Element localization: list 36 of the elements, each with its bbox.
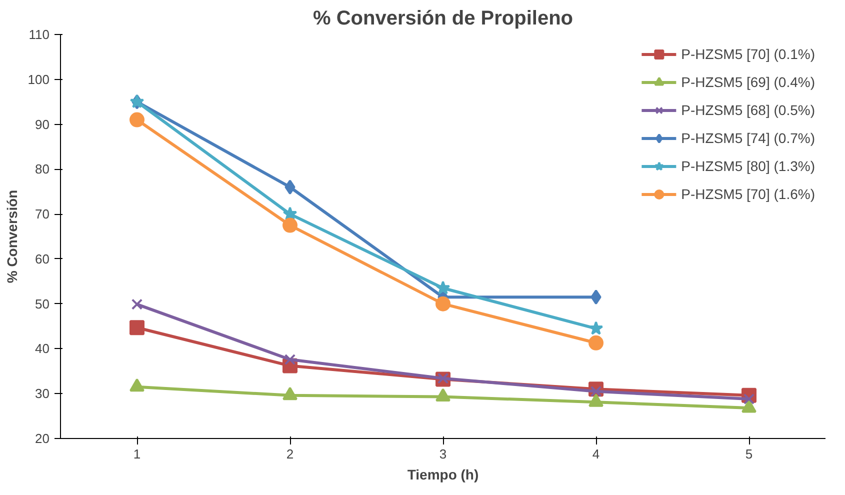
- legend-label: P-HZSM5 [74] (0.7%): [681, 130, 815, 146]
- y-tick-label: 80: [35, 162, 50, 177]
- legend-label: P-HZSM5 [70] (0.1%): [681, 46, 815, 62]
- point: [588, 335, 604, 350]
- point: [284, 354, 296, 366]
- chart-title: % Conversión de Propileno: [312, 8, 574, 30]
- y-tick-label: 60: [35, 251, 50, 266]
- point: [436, 296, 450, 312]
- point: [590, 290, 602, 305]
- point: [131, 298, 143, 310]
- x-tick-label: 2: [286, 446, 294, 462]
- x-tick-label: 5: [745, 446, 753, 462]
- y-axis-title: % Conversión: [4, 190, 20, 284]
- point: [436, 280, 450, 294]
- point: [282, 218, 298, 233]
- legend-label: P-HZSM5 [80] (1.3%): [681, 158, 815, 174]
- point: [284, 180, 296, 195]
- x-tick-label: 4: [592, 446, 600, 462]
- point: [588, 321, 604, 335]
- x-tick-label: 1: [133, 446, 141, 462]
- y-tick-label: 100: [28, 72, 50, 87]
- point: [130, 320, 144, 336]
- x-tick-label: 3: [439, 446, 447, 462]
- y-tick-label: 50: [35, 296, 50, 312]
- point: [282, 206, 298, 220]
- y-tick-label: 30: [35, 386, 50, 402]
- y-tick-label: 40: [35, 341, 50, 356]
- y-tick-label: 20: [35, 431, 50, 446]
- point: [130, 112, 144, 128]
- x-axis-title: Tiempo (h): [407, 466, 479, 482]
- y-tick-label: 90: [35, 116, 50, 132]
- y-tick-label: 110: [28, 27, 50, 42]
- legend-label: P-HZSM5 [69] (0.4%): [681, 74, 815, 90]
- legend-label: P-HZSM5 [68] (0.5%): [681, 102, 815, 118]
- legend-label: P-HZSM5 [70] (1.6%): [681, 186, 815, 202]
- y-tick-label: 70: [35, 206, 50, 222]
